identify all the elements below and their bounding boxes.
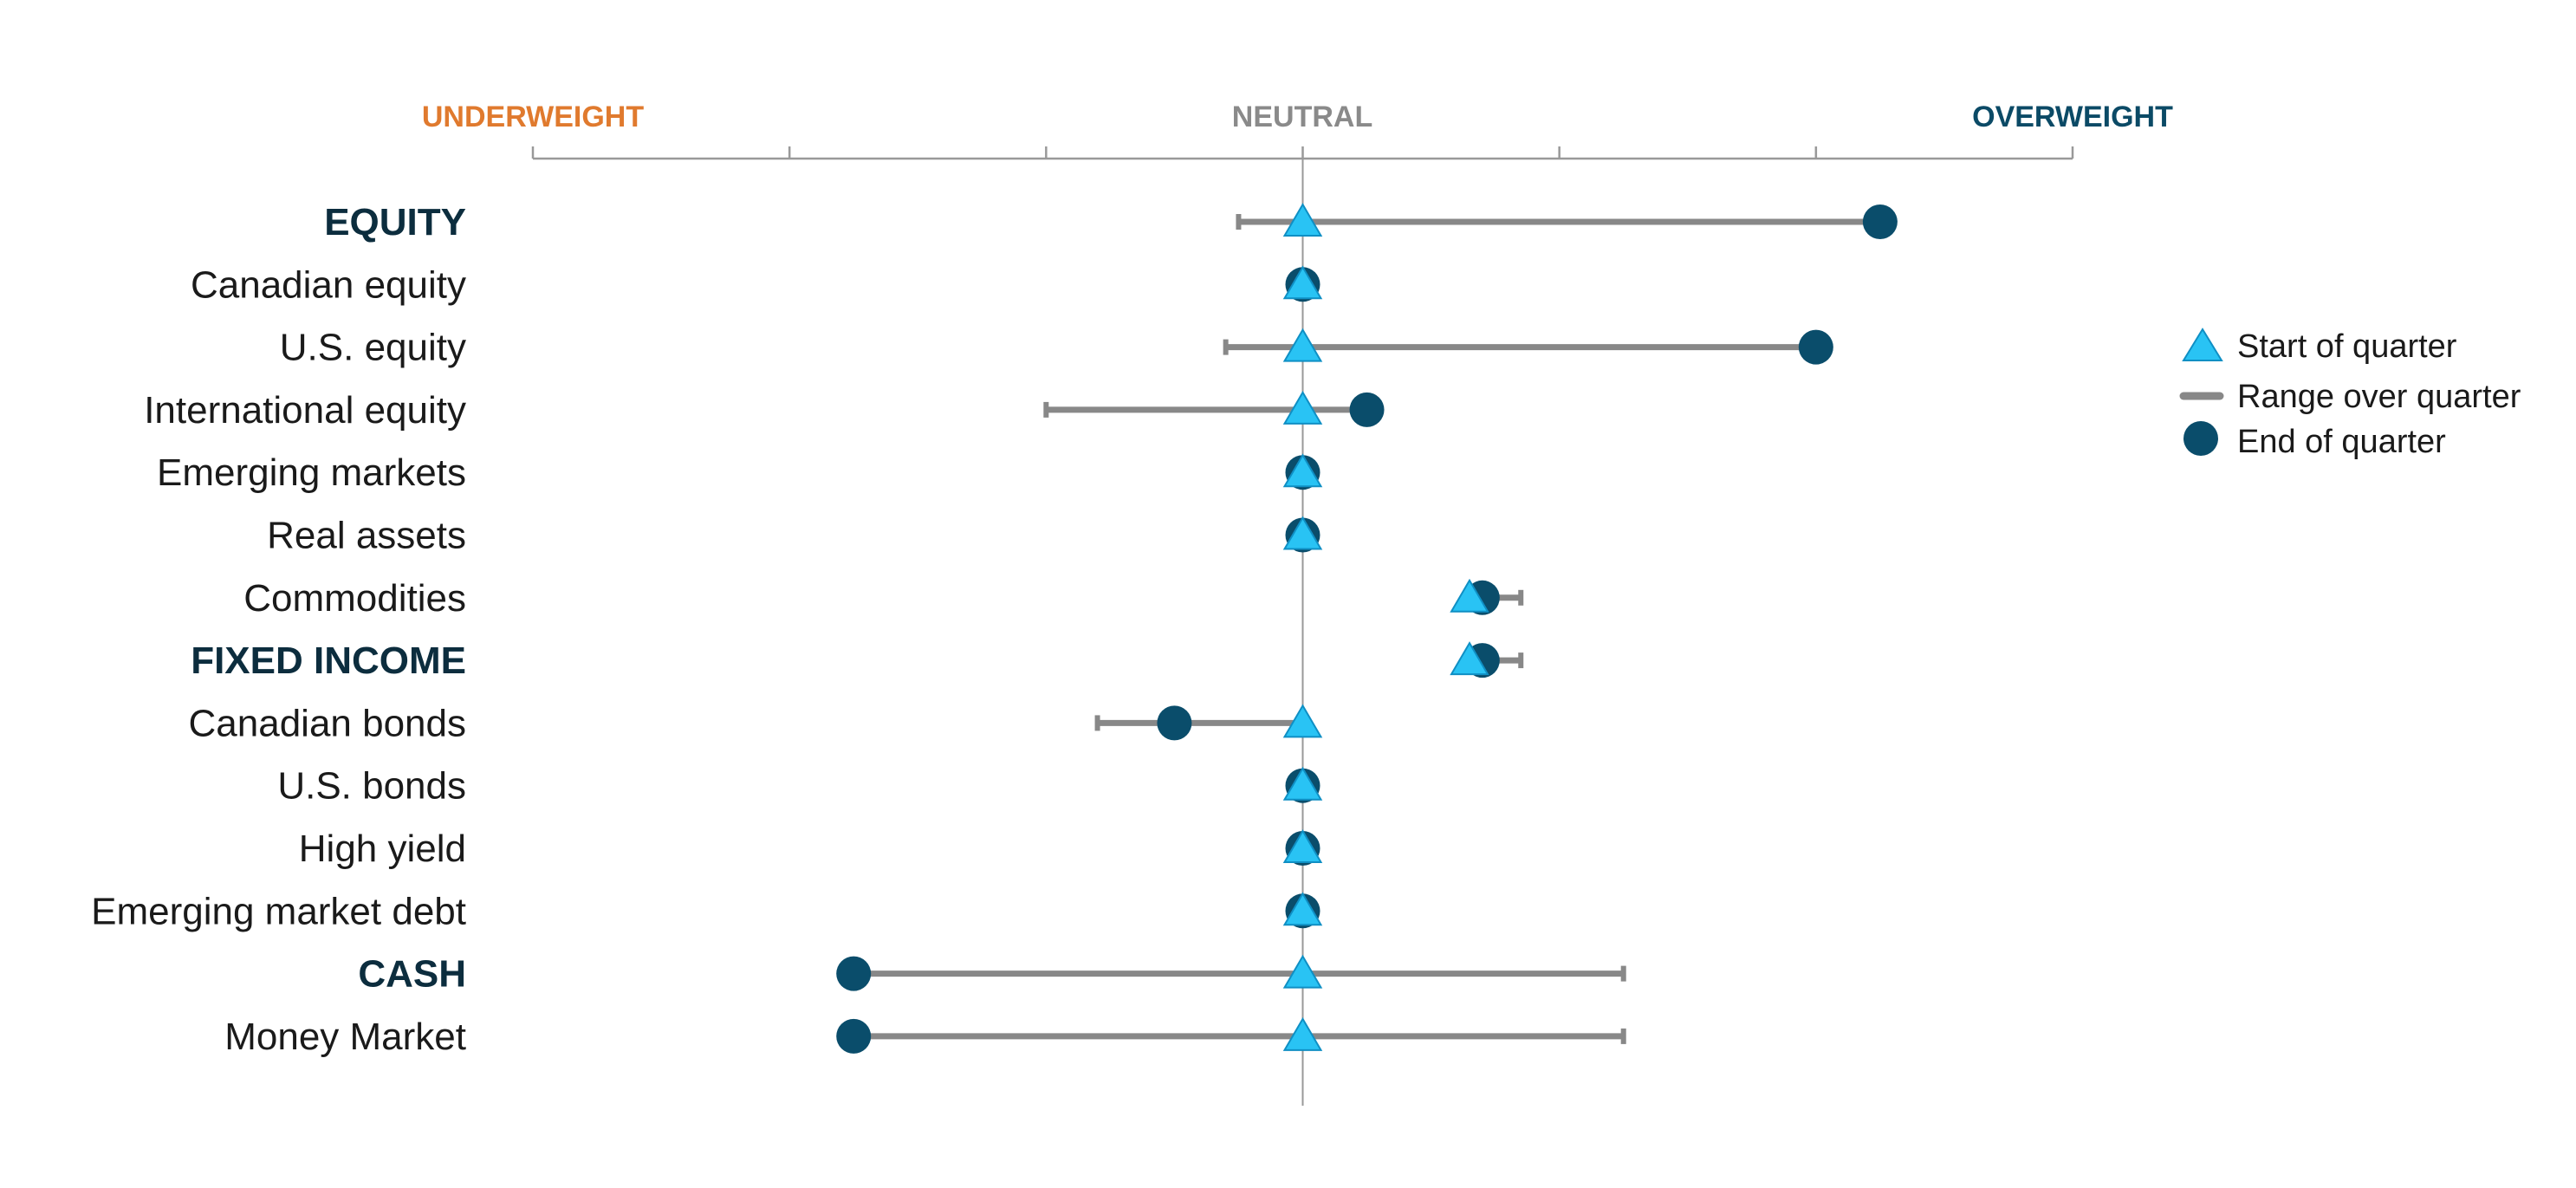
row-marks-u-s-equity	[1223, 328, 1833, 365]
legend-start-label: Start of quarter	[2237, 328, 2457, 365]
legend-range-label: Range over quarter	[2237, 379, 2521, 415]
end-of-quarter-point	[1862, 204, 1898, 239]
row-marks-emerging-market-debt	[1282, 892, 1323, 929]
row-label-commodities: Commodities	[243, 577, 466, 620]
scale-axis	[531, 146, 2074, 1106]
underweight-label: UNDERWEIGHT	[422, 101, 644, 133]
end-of-quarter-point	[836, 956, 872, 991]
start-of-quarter-point	[1450, 578, 1489, 613]
row-label-cash: CASH	[358, 953, 466, 996]
row-label-emerging-markets: Emerging markets	[157, 451, 466, 494]
row-marks-cash	[836, 954, 1626, 991]
legend-end-label: End of quarter	[2237, 424, 2446, 460]
start-of-quarter-point	[1282, 390, 1323, 425]
row-marks-canadian-equity	[1282, 265, 1323, 302]
row-marks-money-market	[836, 1016, 1626, 1054]
start-of-quarter-point	[1282, 704, 1323, 738]
start-of-quarter-point	[1282, 766, 1323, 801]
end-of-quarter-point	[1798, 329, 1833, 365]
row-label-money-market: Money Market	[224, 1016, 466, 1058]
start-of-quarter-point	[1282, 1016, 1323, 1051]
start-of-quarter-point	[1282, 203, 1323, 237]
end-of-quarter-point	[1157, 705, 1192, 741]
start-of-quarter-point	[1450, 641, 1489, 676]
row-marks-real-assets	[1282, 516, 1323, 553]
start-of-quarter-point	[1282, 265, 1323, 300]
row-label-canadian-bonds: Canadian bonds	[189, 702, 466, 744]
row-label-canadian-equity: Canadian equity	[191, 263, 466, 306]
start-of-quarter-point	[1282, 829, 1323, 863]
row-marks-canadian-bonds	[1094, 704, 1323, 741]
row-marks-commodities	[1450, 578, 1524, 615]
start-of-quarter-point	[1282, 954, 1323, 989]
start-of-quarter-point	[1282, 516, 1323, 550]
row-label-u-s-equity: U.S. equity	[280, 327, 466, 369]
start-of-quarter-point	[1282, 453, 1323, 488]
start-of-quarter-point	[1282, 328, 1323, 362]
row-marks-equity	[1236, 203, 1898, 239]
row-marks-international-equity	[1043, 390, 1385, 427]
row-marks-emerging-markets	[1282, 453, 1323, 490]
start-of-quarter-point	[1282, 892, 1323, 926]
neutral-label: NEUTRAL	[1232, 101, 1372, 133]
legend-start-triangle-icon	[2182, 328, 2223, 361]
row-label-emerging-market-debt: Emerging market debt	[91, 890, 466, 932]
row-marks-high-yield	[1282, 829, 1323, 866]
legend-end-circle-icon	[2183, 421, 2218, 456]
data-marks	[836, 203, 1898, 1054]
row-label-international-equity: International equity	[144, 389, 466, 432]
overweight-label: OVERWEIGHT	[1972, 101, 2173, 133]
row-marks-fixed-income	[1450, 641, 1524, 678]
end-of-quarter-point	[836, 1018, 872, 1054]
row-marks-u-s-bonds	[1282, 766, 1323, 803]
row-label-fixed-income: FIXED INCOME	[191, 639, 466, 682]
row-label-high-yield: High yield	[299, 828, 466, 870]
row-label-equity: EQUITY	[324, 201, 466, 243]
row-labels: EQUITY Canadian equity U.S. equity Internat…	[91, 201, 466, 1058]
legend: Start of quarter Range over quarter End …	[2179, 328, 2521, 460]
row-label-real-assets: Real assets	[267, 515, 466, 557]
row-label-u-s-bonds: U.S. bonds	[277, 765, 466, 808]
end-of-quarter-point	[1349, 392, 1385, 427]
